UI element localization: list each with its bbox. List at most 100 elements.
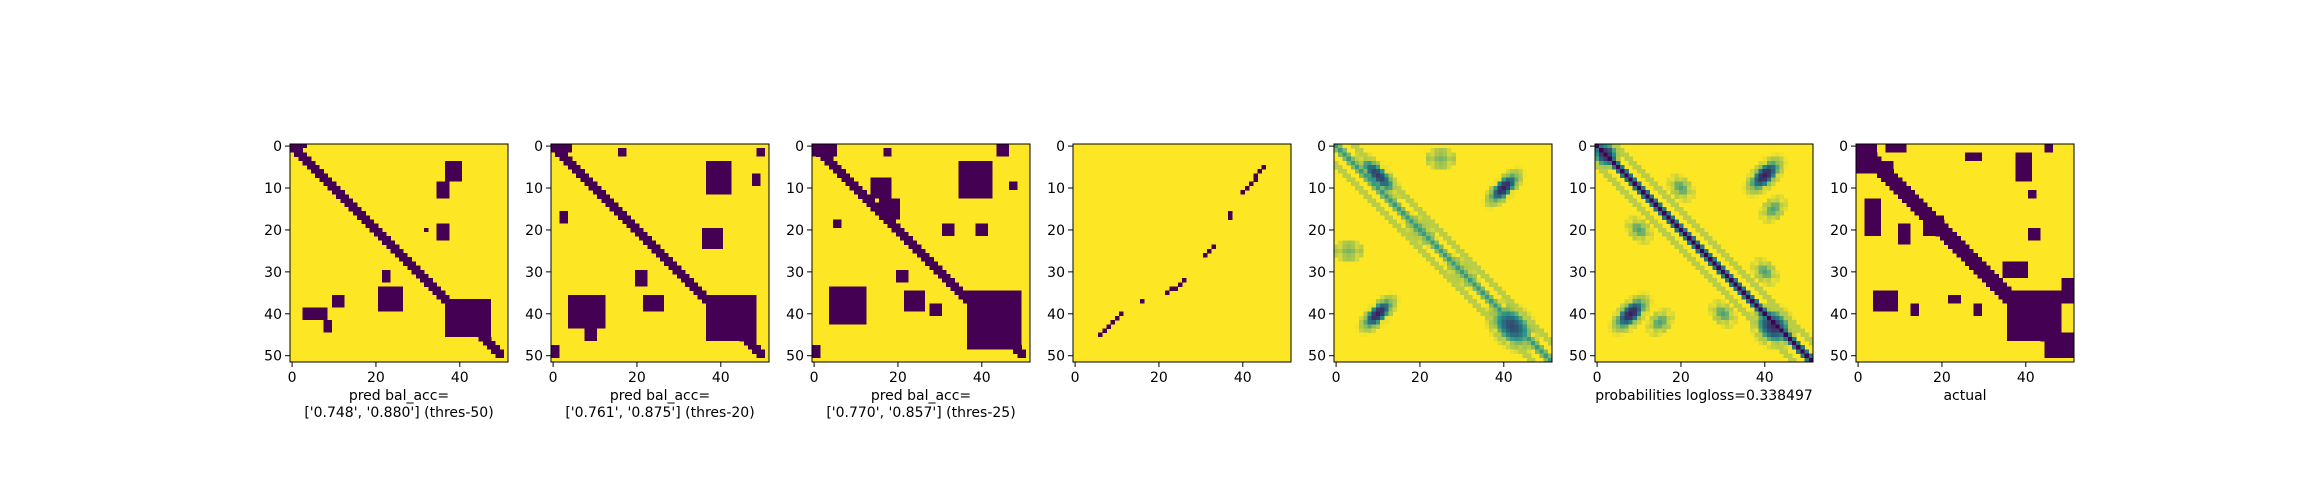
heatmap-cell	[1380, 173, 1385, 178]
heatmap-cell	[1624, 156, 1629, 162]
heatmap-cell	[1396, 211, 1402, 216]
heatmap-cell	[1518, 328, 1523, 333]
heatmap-cell	[1413, 240, 1419, 245]
heatmap-cell	[1501, 336, 1507, 342]
heatmap-cell	[1716, 282, 1722, 287]
heatmap-cell	[1426, 223, 1431, 229]
heatmap-cell	[1354, 253, 1360, 258]
heatmap-cell	[1762, 206, 1768, 212]
heatmap-cell	[1531, 357, 1536, 363]
heatmap-cell	[1505, 177, 1511, 183]
y-tick-label: 10	[1308, 181, 1326, 197]
heatmap-cell	[1443, 232, 1448, 237]
heatmap-cell	[1708, 273, 1713, 279]
heatmap-cell	[1766, 307, 1772, 312]
heatmap-cell	[298, 156, 312, 162]
heatmap-cell	[1766, 336, 1772, 342]
heatmap-cell	[1392, 219, 1398, 224]
heatmap-cell	[1758, 177, 1763, 183]
heatmap-cell	[1599, 164, 1604, 170]
heatmap-cell	[1489, 194, 1494, 199]
heatmap-cell	[1514, 332, 1519, 338]
heatmap-cell	[1762, 169, 1768, 174]
heatmap-cell	[1413, 215, 1419, 220]
heatmap-cell	[1766, 315, 1772, 321]
heatmap-cell	[1783, 164, 1789, 170]
heatmap-cell	[1674, 185, 1680, 191]
heatmap-cell	[1359, 244, 1364, 250]
heatmap-cell	[1666, 198, 1671, 203]
heatmap-cell	[1354, 160, 1360, 166]
heatmap-cell	[1775, 177, 1780, 183]
heatmap-cell	[908, 244, 922, 250]
heatmap-cell	[1636, 232, 1642, 237]
heatmap-cell	[1493, 185, 1498, 191]
heatmap-cell	[390, 248, 404, 254]
heatmap-cell	[1384, 185, 1389, 191]
heatmap-cell	[887, 223, 901, 229]
heatmap-cell	[1501, 328, 1507, 333]
heatmap-cell	[1493, 286, 1498, 292]
heatmap-cell	[643, 294, 665, 312]
heatmap-cell	[1779, 315, 1784, 321]
heatmap-cell	[1762, 328, 1768, 333]
heatmap-cell	[1666, 315, 1671, 321]
heatmap-cell	[1779, 160, 1784, 166]
heatmap-cell	[1434, 261, 1440, 266]
heatmap-cell	[1405, 215, 1410, 220]
heatmap-cell	[348, 206, 362, 212]
heatmap-cell	[1628, 315, 1634, 321]
heatmap-cell	[1620, 324, 1625, 329]
heatmap-cell	[1510, 349, 1515, 354]
heatmap-cell	[1674, 244, 1680, 250]
heatmap-cell	[1666, 307, 1671, 312]
heatmap-cell	[1893, 190, 1915, 195]
heatmap-cell	[1367, 307, 1373, 312]
heatmap-cell	[1375, 164, 1381, 170]
heatmap-cell	[331, 294, 345, 308]
heatmap-cell	[1771, 278, 1776, 283]
heatmap-cell	[1720, 290, 1726, 296]
heatmap-cell	[1543, 336, 1549, 342]
x-tick-label: 0	[1593, 370, 1602, 386]
heatmap-cell	[487, 345, 500, 350]
heatmap-cell	[1595, 152, 1600, 157]
heatmap-cell	[1620, 185, 1625, 191]
heatmap-cell	[1526, 324, 1532, 329]
heatmap-cell	[1771, 215, 1776, 220]
heatmap-cell	[1771, 303, 1776, 308]
heatmap-cell	[1459, 248, 1465, 254]
heatmap-cell	[1687, 253, 1692, 258]
heatmap-cell	[858, 194, 871, 199]
heatmap-cell	[1737, 269, 1743, 275]
heatmap-cells	[1098, 164, 1267, 338]
heatmap-cell	[1526, 357, 1532, 363]
heatmap-cell	[1392, 294, 1398, 300]
heatmap-cell	[1775, 152, 1780, 157]
heatmap-cell	[1632, 294, 1638, 300]
heatmap-cell	[336, 194, 349, 199]
heatmap-cell	[1787, 332, 1793, 338]
heatmap-cell	[1384, 190, 1389, 195]
heatmap-cell	[1620, 173, 1625, 178]
heatmap-cell	[1489, 324, 1494, 329]
heatmap-cell	[1632, 164, 1638, 170]
heatmap-cell	[1497, 177, 1502, 183]
heatmap-cell	[1952, 248, 1974, 254]
heatmap-cell	[1724, 324, 1730, 329]
heatmap-cell	[1354, 148, 1360, 153]
heatmap-cell	[1497, 202, 1502, 208]
heatmap-cell	[1649, 198, 1654, 203]
heatmap-cell	[1678, 194, 1684, 199]
heatmap-cell	[1607, 324, 1613, 329]
heatmap-cell	[1501, 294, 1507, 300]
heatmap-cell	[1489, 206, 1494, 212]
heatmap-cell	[1771, 315, 1776, 321]
heatmap-cell	[1371, 173, 1377, 178]
heatmap-cell	[1758, 278, 1763, 283]
heatmap-cell	[1645, 290, 1650, 296]
heatmap-cell	[828, 164, 842, 170]
heatmap-cell	[1493, 202, 1498, 208]
heatmap-cell	[1729, 299, 1734, 304]
heatmap-cell	[1636, 227, 1642, 233]
